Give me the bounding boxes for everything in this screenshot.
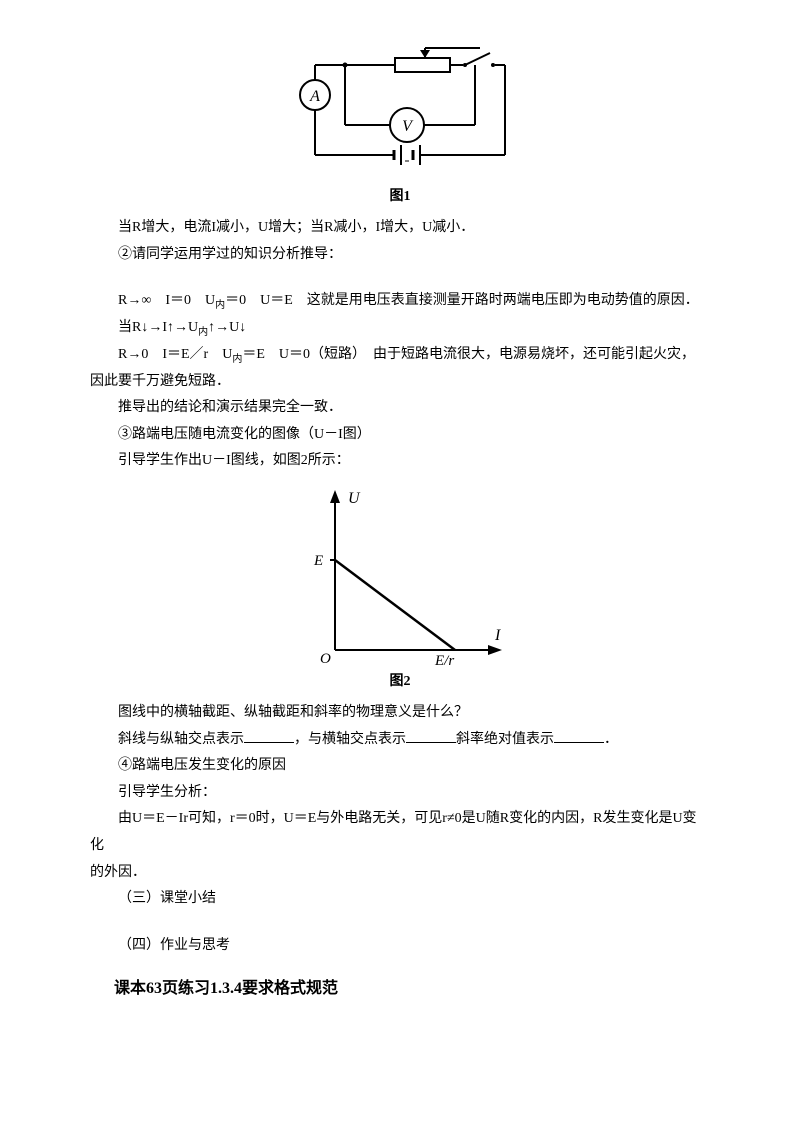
p10-a: 由U＝E－Ir可知，r＝0时，U＝E与外电路无关，可见r≠0是U随R变化的内因，…	[90, 811, 697, 853]
para-guide-analysis: 引导学生分析：	[90, 780, 710, 807]
para-r-behavior: 当R增大，电流I减小，U增大；当R减小，I增大，U减小．	[90, 215, 710, 242]
x-intercept-label: E/r	[434, 653, 454, 665]
para-fill-blanks: 斜线与纵轴交点表示 ，与横轴交点表示 斜率绝对值表示 ．	[90, 727, 710, 754]
para-intercept-question: 图线中的横轴截距、纵轴截距和斜率的物理意义是什么？	[90, 700, 710, 727]
f3-part-b: ＝E U＝0（短路） 由于短路电流很大，电源易烧坏，还可能引起火灾，	[242, 347, 695, 362]
f2-part-b: ↑→U↓	[208, 320, 246, 335]
f2-sub: 内	[198, 327, 208, 338]
p7-b: ，与横轴交点表示	[294, 732, 406, 747]
formula-r-decrease: 当R↓→I↑→U内↑→U↓	[90, 315, 710, 342]
figure1-label: 图1	[90, 185, 710, 205]
formula-short-circuit-cont: 因此要千万避免短路．	[90, 369, 710, 396]
blank-3[interactable]	[554, 729, 604, 743]
circuit-diagram-container: A V	[90, 40, 710, 180]
p7-d: ．	[604, 732, 618, 747]
para-voltage-change-reason: ④路端电压发生变化的原因	[90, 753, 710, 780]
ui-graph-container: U I O E E/r	[90, 485, 710, 665]
para-derive-prompt: ②请同学运用学过的知识分析推导：	[90, 242, 710, 269]
y-axis-label: U	[348, 490, 361, 507]
ammeter-label: A	[309, 88, 320, 105]
p7-c: 斜率绝对值表示	[456, 732, 554, 747]
y-intercept-label: E	[313, 553, 323, 569]
origin-label: O	[320, 651, 331, 665]
formula-short-circuit: R→0 I＝E／r U内＝E U＝0（短路） 由于短路电流很大，电源易烧坏，还可…	[90, 342, 710, 369]
circuit-svg: A V	[285, 40, 515, 180]
f1-sub: 内	[215, 300, 225, 311]
para-ui-graph-intro: ③路端电压随电流变化的图像（U－I图）	[90, 422, 710, 449]
formula-open-circuit: R→∞ I＝0 U内＝0 U＝E 这就是用电压表直接测量开路时两端电压即为电动势…	[90, 288, 710, 315]
section-homework: （四）作业与思考	[90, 933, 710, 960]
para-draw-graph: 引导学生作出U－I图线，如图2所示：	[90, 448, 710, 475]
ui-graph-svg: U I O E E/r	[290, 485, 510, 665]
f3-sub: 内	[232, 354, 242, 365]
figure2-label: 图2	[90, 670, 710, 690]
para-analysis-content-cont: 的外因．	[90, 860, 710, 887]
f1-part-b: ＝0 U＝E 这就是用电压表直接测量开路时两端电压即为电动势值的原因．	[225, 293, 699, 308]
p7-a: 斜线与纵轴交点表示	[118, 732, 244, 747]
para-conclusion: 推导出的结论和演示结果完全一致．	[90, 395, 710, 422]
homework-text: 课本63页练习1.3.4要求格式规范	[90, 974, 710, 998]
blank-2[interactable]	[406, 729, 456, 743]
x-axis-label: I	[494, 627, 501, 644]
blank-1[interactable]	[244, 729, 294, 743]
f2-part-a: 当R↓→I↑→U	[118, 320, 198, 335]
f3-part-a: R→0 I＝E／r U	[118, 347, 232, 362]
para-analysis-content: 由U＝E－Ir可知，r＝0时，U＝E与外电路无关，可见r≠0是U随R变化的内因，…	[90, 806, 710, 859]
section-summary: （三）课堂小结	[90, 886, 710, 913]
f1-part-a: R→∞ I＝0 U	[118, 293, 215, 308]
